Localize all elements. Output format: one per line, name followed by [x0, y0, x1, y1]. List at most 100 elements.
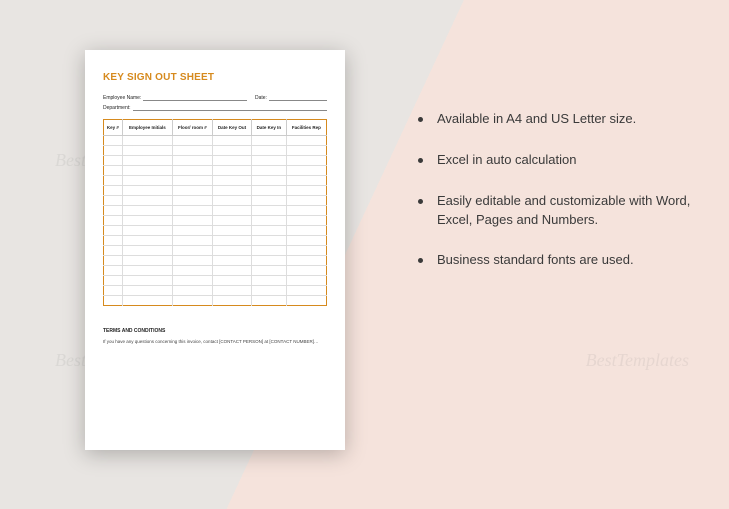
- table-cell: [172, 246, 212, 256]
- table-cell: [252, 166, 287, 176]
- table-cell: [122, 256, 172, 266]
- table-row: [104, 146, 327, 156]
- table-cell: [122, 236, 172, 246]
- bullet-item: Excel in auto calculation: [418, 151, 708, 170]
- table-row: [104, 156, 327, 166]
- table-cell: [104, 176, 123, 186]
- table-cell: [104, 226, 123, 236]
- table-cell: [252, 256, 287, 266]
- table-row: [104, 166, 327, 176]
- table-cell: [122, 246, 172, 256]
- table-row: [104, 176, 327, 186]
- table-cell: [252, 176, 287, 186]
- table-cell: [104, 136, 123, 146]
- table-cell: [122, 296, 172, 306]
- table-cell: [104, 166, 123, 176]
- table-cell: [286, 296, 326, 306]
- table-cell: [286, 256, 326, 266]
- table-cell: [252, 226, 287, 236]
- date-field: Date:: [255, 95, 327, 101]
- table-cell: [172, 196, 212, 206]
- table-cell: [212, 236, 251, 246]
- table-cell: [104, 196, 123, 206]
- table-cell: [104, 256, 123, 266]
- employee-name-field: Employee Name:: [103, 95, 247, 101]
- table-cell: [122, 206, 172, 216]
- table-row: [104, 196, 327, 206]
- table-cell: [104, 276, 123, 286]
- table-cell: [212, 246, 251, 256]
- table-cell: [172, 216, 212, 226]
- table-cell: [172, 286, 212, 296]
- table-row: [104, 286, 327, 296]
- table-cell: [122, 276, 172, 286]
- table-cell: [172, 236, 212, 246]
- table-cell: [172, 206, 212, 216]
- table-cell: [172, 296, 212, 306]
- table-cell: [212, 136, 251, 146]
- table-header-cell: Facilities Rep: [286, 120, 326, 136]
- table-cell: [172, 186, 212, 196]
- table-cell: [212, 156, 251, 166]
- bullet-dot-icon: [418, 199, 423, 204]
- table-cell: [252, 276, 287, 286]
- bullet-text: Business standard fonts are used.: [437, 251, 634, 270]
- table-cell: [104, 216, 123, 226]
- field-line: [143, 100, 247, 101]
- table-cell: [286, 246, 326, 256]
- bullet-text: Easily editable and customizable with Wo…: [437, 192, 708, 230]
- table-cell: [286, 136, 326, 146]
- table-row: [104, 296, 327, 306]
- table-cell: [286, 216, 326, 226]
- bullet-text: Available in A4 and US Letter size.: [437, 110, 636, 129]
- table-cell: [252, 156, 287, 166]
- table-cell: [212, 286, 251, 296]
- table-cell: [104, 206, 123, 216]
- table-cell: [212, 266, 251, 276]
- table-row: [104, 216, 327, 226]
- table-cell: [212, 216, 251, 226]
- table-cell: [104, 246, 123, 256]
- table-cell: [104, 156, 123, 166]
- table-cell: [286, 186, 326, 196]
- table-cell: [104, 146, 123, 156]
- table-cell: [286, 166, 326, 176]
- table-cell: [172, 146, 212, 156]
- table-cell: [286, 196, 326, 206]
- table-cell: [286, 266, 326, 276]
- table-cell: [252, 146, 287, 156]
- table-cell: [286, 276, 326, 286]
- table-cell: [122, 136, 172, 146]
- table-cell: [172, 266, 212, 276]
- table-header-cell: Key #: [104, 120, 123, 136]
- table-cell: [252, 296, 287, 306]
- table-header-cell: Date Key Out: [212, 120, 251, 136]
- table-body: [104, 136, 327, 306]
- table-cell: [172, 276, 212, 286]
- form-row: Employee Name: Date:: [103, 95, 327, 101]
- table-row: [104, 226, 327, 236]
- table-row: [104, 236, 327, 246]
- table-cell: [212, 166, 251, 176]
- table-cell: [286, 206, 326, 216]
- table-cell: [172, 226, 212, 236]
- table-cell: [212, 206, 251, 216]
- table-cell: [212, 196, 251, 206]
- bullet-item: Business standard fonts are used.: [418, 251, 708, 270]
- table-header-cell: Date Key In: [252, 120, 287, 136]
- table-row: [104, 256, 327, 266]
- field-label: Employee Name:: [103, 95, 141, 101]
- table-cell: [252, 196, 287, 206]
- feature-bullets: Available in A4 and US Letter size. Excel…: [418, 110, 708, 292]
- bullet-dot-icon: [418, 158, 423, 163]
- table-cell: [212, 176, 251, 186]
- department-field: Department:: [103, 105, 327, 111]
- table-cell: [122, 266, 172, 276]
- table-cell: [122, 186, 172, 196]
- field-line: [133, 110, 327, 111]
- table-cell: [104, 186, 123, 196]
- table-cell: [122, 286, 172, 296]
- table-cell: [286, 286, 326, 296]
- bullet-text: Excel in auto calculation: [437, 151, 576, 170]
- table-row: [104, 136, 327, 146]
